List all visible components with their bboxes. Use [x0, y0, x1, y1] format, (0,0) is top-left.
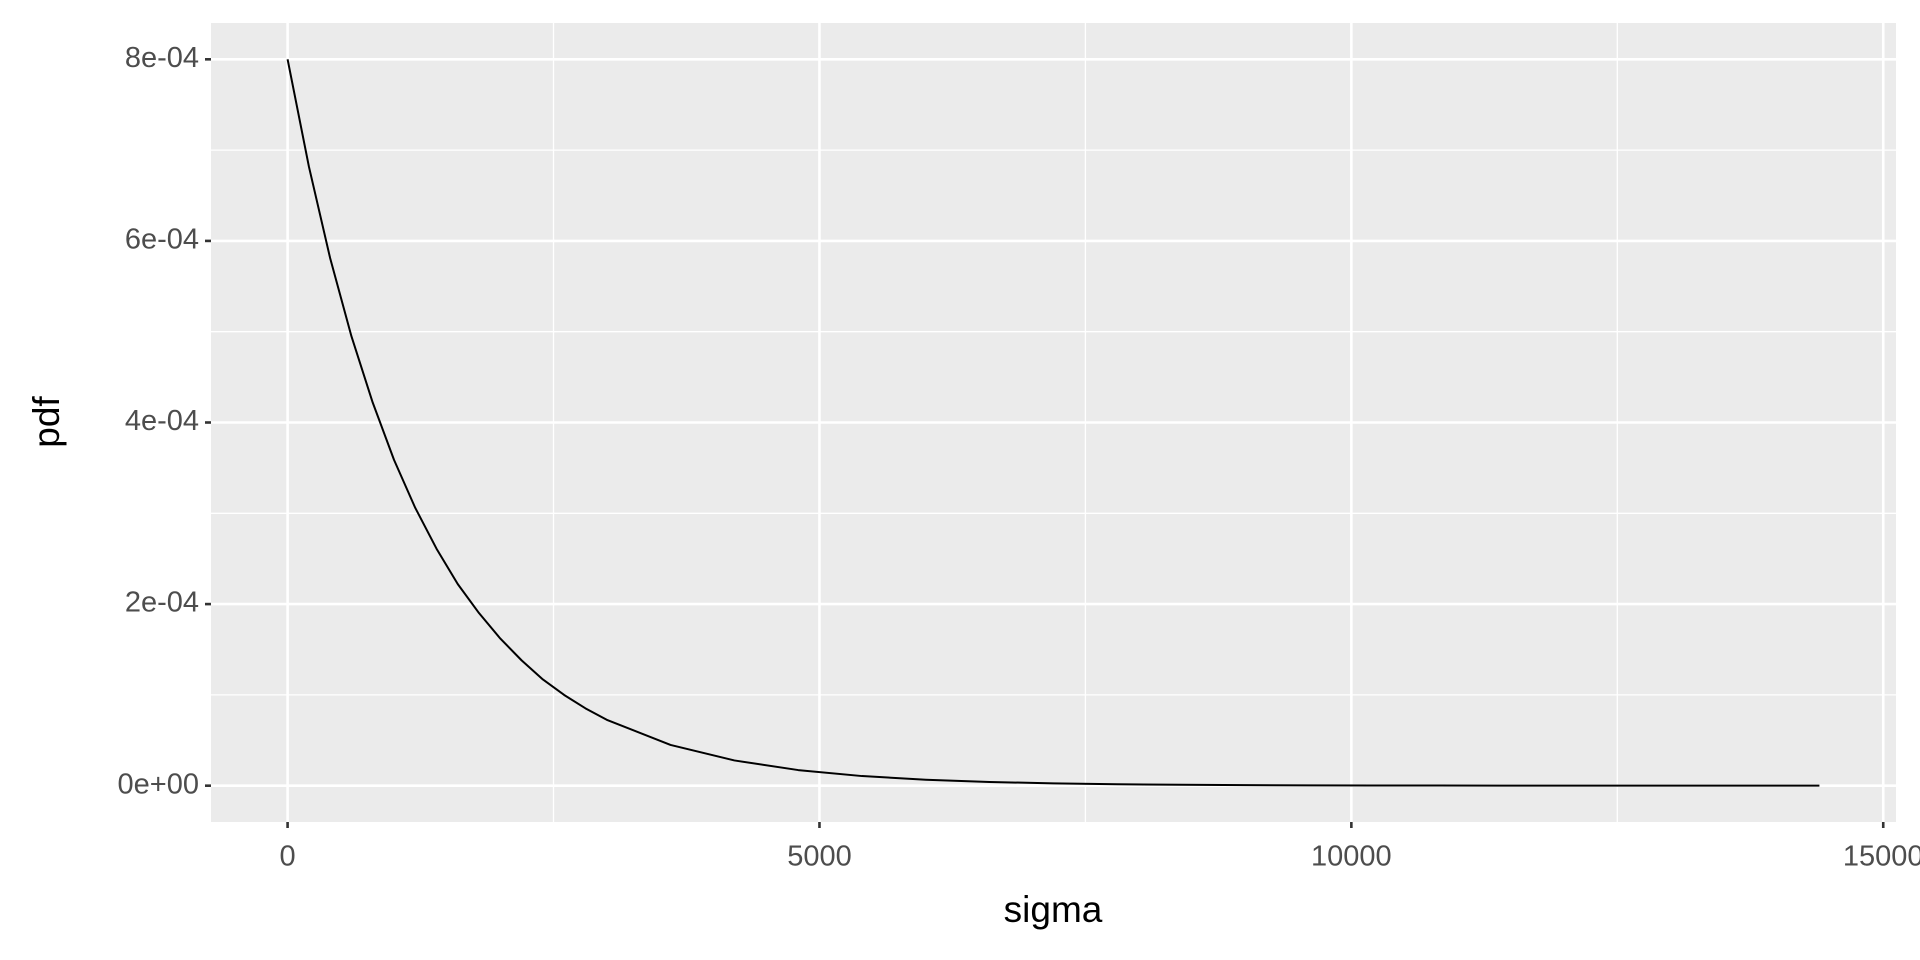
y-tick-label: 4e-04 — [125, 405, 199, 437]
x-axis-title: sigma — [1004, 889, 1103, 930]
y-tick-label: 2e-04 — [125, 587, 199, 619]
grid — [211, 23, 1896, 822]
y-tick-label: 8e-04 — [125, 42, 199, 74]
data-line — [286, 59, 1820, 787]
y-tick-label: 0e+00 — [118, 768, 199, 800]
x-tick-label: 10000 — [1311, 841, 1392, 873]
x-tick-label: 5000 — [787, 841, 852, 873]
marks — [286, 59, 1820, 787]
x-tick-label: 15000 — [1843, 841, 1920, 873]
axes: 0 5000 10000 15000 0e+00 2e-04 4e-04 6e-04 8e-04 — [118, 42, 1920, 873]
y-tick-label: 6e-04 — [125, 224, 199, 256]
y-axis-title: pdf — [26, 396, 67, 448]
x-tick-label: 0 — [280, 841, 296, 873]
